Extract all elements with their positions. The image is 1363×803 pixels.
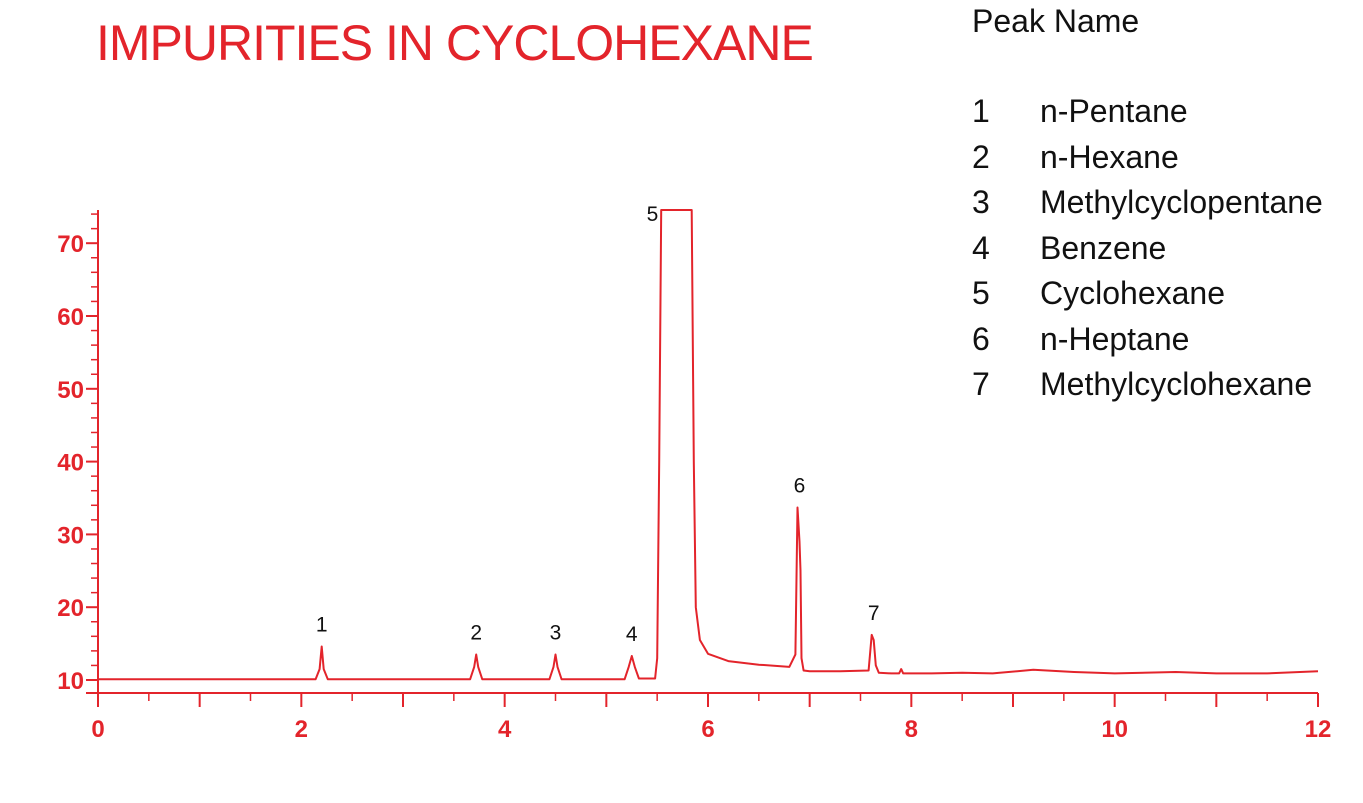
peak-label: 1	[316, 614, 328, 637]
chart-marks: 1 2 3 4 5 6 7	[98, 203, 1319, 681]
legend-item-number: 4	[972, 229, 990, 266]
chart-title: IMPURITIES IN CYCLOHEXANE	[96, 15, 814, 71]
x-tick-label: 4	[498, 716, 512, 743]
legend-item-number: 5	[972, 275, 990, 311]
peak-label: 3	[550, 622, 562, 645]
y-tick-label: 20	[57, 595, 84, 622]
legend-item: 5 Cyclohexane	[972, 271, 1323, 317]
legend-item-number: 3	[972, 184, 990, 220]
peak-label: 6	[794, 474, 806, 497]
peak-label: 2	[470, 622, 482, 645]
legend-item-name: n-Heptane	[1040, 320, 1190, 357]
y-tick-label: 40	[57, 450, 84, 477]
legend-item-name: n-Pentane	[1040, 93, 1188, 129]
legend-item-name: Methylcyclopentane	[1040, 184, 1323, 220]
legend-item-number: 7	[972, 366, 990, 402]
legend-item-number: 6	[972, 320, 990, 357]
legend-item-name: Methylcyclohexane	[1040, 366, 1313, 402]
legend-item-name: Benzene	[1040, 229, 1167, 266]
legend-item-number: 2	[972, 138, 990, 175]
x-tick-label: 8	[905, 716, 918, 743]
chromatogram-trace	[98, 209, 1319, 681]
y-tick-label: 70	[57, 231, 84, 258]
x-tick-label: 6	[701, 716, 714, 743]
legend-item: 4 Benzene	[972, 226, 1323, 272]
x-tick-label: 12	[1305, 716, 1332, 743]
legend-header: Peak Name	[972, 3, 1140, 39]
y-tick-label: 30	[57, 522, 84, 549]
x-tick-label: 10	[1101, 716, 1128, 743]
legend-item-number: 1	[972, 93, 990, 129]
peak-label: 5	[647, 203, 659, 226]
legend-item: 2 n-Hexane	[972, 135, 1323, 181]
y-tick-label: 50	[57, 377, 84, 404]
x-tick-label: 0	[91, 716, 104, 743]
legend-item-name: Cyclohexane	[1040, 275, 1225, 311]
y-tick-label: 10	[57, 668, 84, 695]
legend-item: 1 n-Pentane	[972, 89, 1323, 135]
peak-legend: Peak Name 1 n-Pentane 2 n-Hexane 3 Methylcy…	[972, 0, 1323, 408]
y-tick-label: 60	[57, 304, 84, 331]
peak-label: 4	[626, 623, 638, 646]
legend-item: 3 Methylcyclopentane	[972, 180, 1323, 226]
peak-label: 7	[868, 602, 880, 625]
legend-item: 7 Methylcyclohexane	[972, 362, 1323, 408]
x-tick-label: 2	[295, 716, 308, 743]
legend-item: 6 n-Heptane	[972, 317, 1323, 363]
legend-item-name: n-Hexane	[1040, 138, 1179, 175]
